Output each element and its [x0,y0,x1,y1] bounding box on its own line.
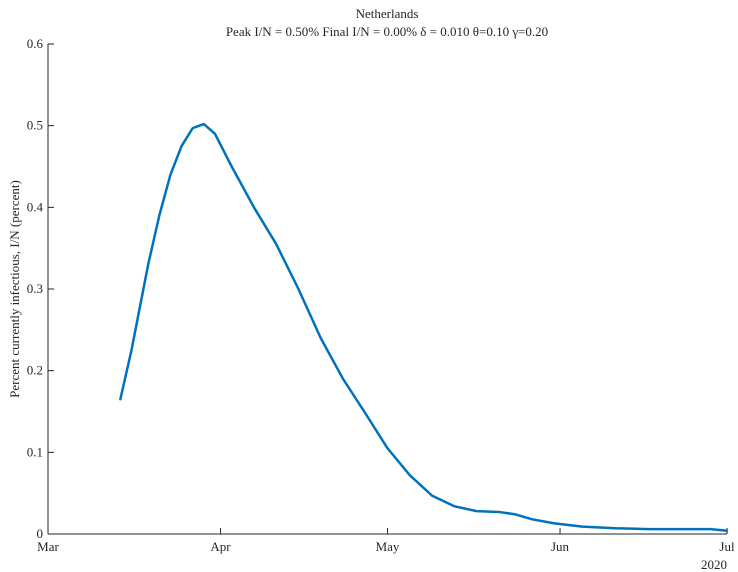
y-axis-label: Percent currently infectious, I/N (perce… [7,180,22,398]
y-tick-label: 0.3 [27,281,43,296]
x-tick-label: Apr [210,539,231,554]
y-tick-label: 0 [37,526,44,541]
chart-subtitle: Peak I/N = 0.50% Final I/N = 0.00% δ = 0… [226,24,548,39]
x-tick-label: Jul [719,539,735,554]
chart-title: Netherlands [356,6,419,21]
y-tick-label: 0.4 [27,199,44,214]
x-tick-label: Mar [37,539,59,554]
line-series [119,122,729,532]
y-tick-label: 0.2 [27,363,43,378]
x-year-label: 2020 [701,557,727,572]
y-tick-label: 0.1 [27,444,43,459]
y-tick-label: 0.5 [27,118,43,133]
y-tick-label: 0.6 [27,36,44,51]
x-tick-label: May [376,539,400,554]
x-tick-label: Jun [551,539,570,554]
